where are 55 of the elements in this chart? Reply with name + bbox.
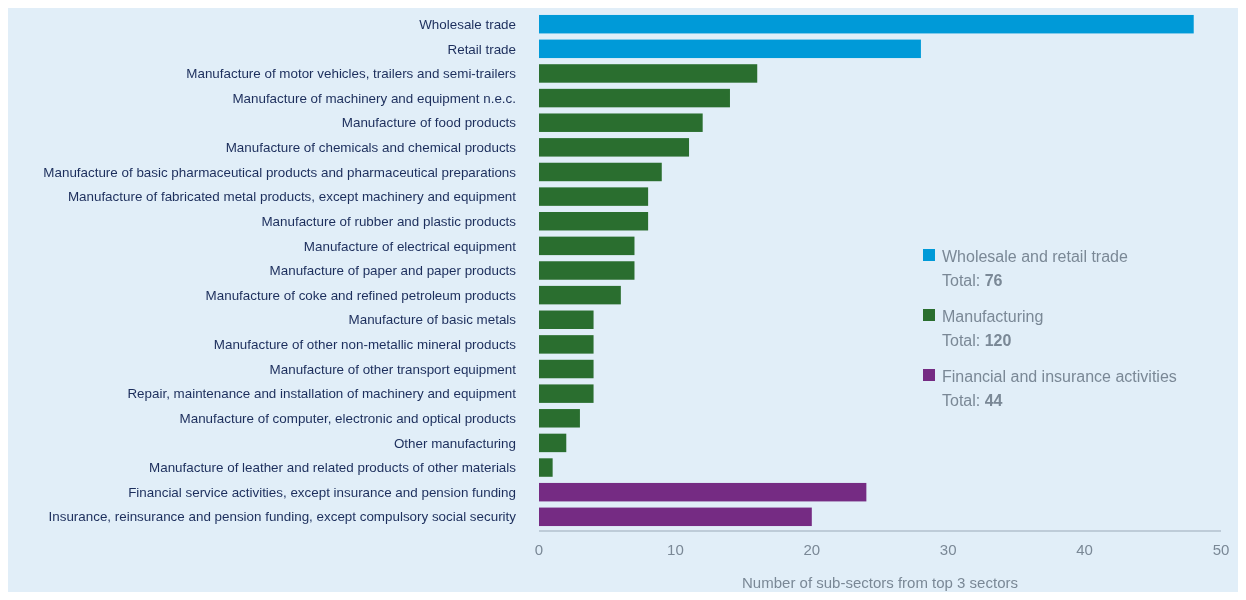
y-tick-label: Manufacture of other non-metallic mineral products <box>213 337 517 353</box>
bar <box>539 458 553 477</box>
y-tick-label: Manufacture of fabricated metal products, except machinery and equipment <box>67 189 517 205</box>
y-tick-label: Wholesale trade <box>419 16 516 32</box>
annotation: Total: 120 <box>942 331 1012 349</box>
bar <box>539 384 594 403</box>
y-tick-label: Manufacture of basic pharmaceutical products and pharmaceutical preparations <box>43 164 517 180</box>
bar <box>539 310 594 329</box>
y-tick-label: Insurance, reinsurance and pension funding, except compulsory social security <box>48 509 517 525</box>
bar <box>539 507 812 527</box>
bar <box>539 88 730 108</box>
y-tick-label: Manufacture of other transport equipment <box>269 361 517 377</box>
x-tick-label: 50 <box>1212 541 1230 558</box>
x-tick-label: 40 <box>1076 541 1093 558</box>
bar <box>539 64 758 83</box>
y-tick-label: Retail trade <box>447 41 516 57</box>
x-tick-label: 20 <box>803 541 821 558</box>
y-tick-label: Manufacture of motor vehicles, trailers and semi-trailers <box>186 66 517 82</box>
bar <box>539 113 703 132</box>
bar <box>539 187 649 206</box>
bar <box>539 409 580 428</box>
bar <box>539 359 594 379</box>
x-axis-title: Number of sub-sectors from top 3 sectors <box>742 574 1018 591</box>
annotation: Total: 76 <box>942 271 1003 289</box>
bar <box>539 285 621 305</box>
y-tick-label: Manufacture of coke and refined petroleum products <box>205 287 517 303</box>
y-tick-label: Manufacture of machinery and equipment n.e.c. <box>232 90 516 106</box>
bar <box>539 212 649 231</box>
y-tick-label: Manufacture of chemicals and chemical products <box>225 140 517 156</box>
y-tick-label: Manufacture of paper and paper products <box>269 263 517 279</box>
bar <box>539 261 635 280</box>
annotation: Total: 44 <box>942 391 1003 409</box>
x-tick-label: 30 <box>939 541 957 558</box>
y-tick-label: Manufacture of leather and related products of other materials <box>149 460 517 476</box>
bar <box>539 14 1194 34</box>
x-tick-label: 0 <box>534 541 544 558</box>
legend-label: Financial and insurance activities <box>942 367 1177 385</box>
bar <box>539 335 594 354</box>
legend-label: Manufacturing <box>942 307 1044 325</box>
y-tick-label: Manufacture of rubber and plastic products <box>261 213 517 229</box>
bar <box>539 39 921 59</box>
bar <box>539 433 567 453</box>
y-tick-label: Manufacture of electrical equipment <box>303 238 517 254</box>
y-tick-label: Manufacture of basic metals <box>348 312 517 328</box>
y-tick-label: Other manufacturing <box>393 435 516 451</box>
y-tick-label: Manufacture of computer, electronic and optical products <box>179 410 517 426</box>
legend-label: Wholesale and retail trade <box>942 247 1128 265</box>
x-tick-label: 10 <box>667 541 684 558</box>
y-tick-label: Financial service activities, except insurance and pension funding <box>128 484 516 500</box>
bar <box>539 162 662 182</box>
bar <box>539 236 635 256</box>
y-tick-label: Repair, maintenance and installation of machinery and equipment <box>127 386 517 402</box>
y-tick-label: Manufacture of food products <box>341 115 517 131</box>
bar <box>539 482 867 502</box>
bar <box>539 138 690 157</box>
